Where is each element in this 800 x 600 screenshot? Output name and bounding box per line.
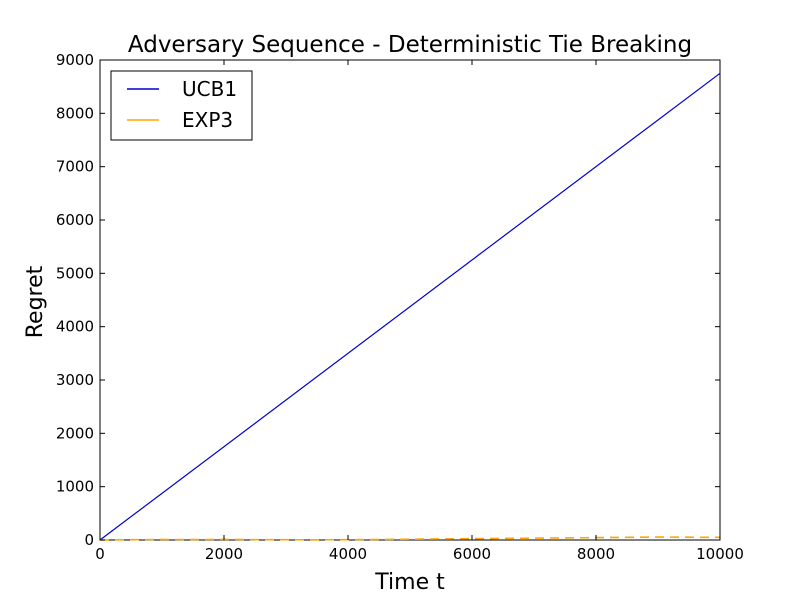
y-tick-label: 1000 <box>56 478 94 496</box>
x-tick-label: 6000 <box>453 545 491 563</box>
x-tick-label: 2000 <box>205 545 243 563</box>
x-axis-title: Time t <box>374 570 445 595</box>
y-axis-title: Regret <box>23 265 48 338</box>
legend-label-exp3: EXP3 <box>182 108 233 132</box>
y-tick-label: 0 <box>84 531 94 549</box>
y-tick-label: 9000 <box>56 51 94 69</box>
legend-items: UCB1 EXP3 <box>127 77 237 132</box>
x-tick-label: 10000 <box>696 545 744 563</box>
x-tick-label: 4000 <box>329 545 367 563</box>
legend-label-ucb1: UCB1 <box>182 77 237 101</box>
y-axis: 0 1000 2000 3000 4000 5000 6000 7000 8000 9000 <box>56 51 720 549</box>
legend: UCB1 EXP3 <box>110 70 253 141</box>
x-axis: 0 2000 4000 6000 8000 10000 <box>95 60 744 563</box>
series-layer <box>99 72 721 541</box>
y-tick-label: 5000 <box>56 264 94 282</box>
y-tick-label: 8000 <box>56 104 94 122</box>
legend-box <box>110 70 253 141</box>
y-tick-label: 4000 <box>56 318 94 336</box>
series-line-exp3 <box>99 536 721 541</box>
y-tick-label: 6000 <box>56 211 94 229</box>
y-tick-label: 2000 <box>56 424 94 442</box>
y-tick-label: 7000 <box>56 158 94 176</box>
x-tick-label: 8000 <box>577 545 615 563</box>
y-tick-label: 3000 <box>56 371 94 389</box>
chart-title: Adversary Sequence - Deterministic Tie B… <box>128 32 692 58</box>
series-line-ucb1 <box>99 72 721 541</box>
x-tick-label: 0 <box>95 545 105 563</box>
